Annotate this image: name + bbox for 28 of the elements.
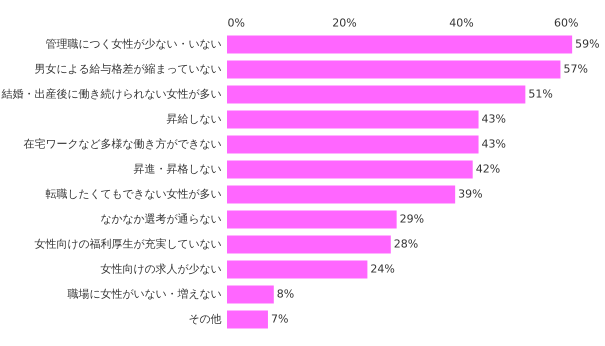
x-tick-label: 60% — [554, 16, 578, 30]
y-tick-label: 女性向けの求人が少ない — [100, 262, 222, 276]
y-tick-label: その他 — [188, 312, 222, 326]
x-tick-label: 0% — [228, 16, 245, 30]
data-label: 43% — [482, 112, 506, 126]
data-label: 43% — [482, 138, 506, 150]
data-label: 57% — [563, 62, 588, 76]
y-tick-label: 管理職につく女性が少ない・いない — [46, 38, 222, 50]
data-label: 59% — [575, 38, 600, 50]
data-label: 8% — [276, 288, 294, 300]
y-tick-label: 職場に女性がいない・増えない — [68, 288, 222, 300]
x-tick-label: 20% — [332, 16, 357, 30]
data-label: 42% — [476, 162, 500, 176]
y-tick-label: 昇進・昇格しない — [134, 162, 222, 176]
data-label: 51% — [528, 88, 553, 100]
y-tick-label: 昇給しない — [166, 112, 222, 126]
y-tick-label: 在宅ワークなど多様な働き方ができない — [24, 138, 222, 150]
y-tick-label: 男女による給与格差が縮まっていない — [34, 62, 222, 76]
data-label: 29% — [400, 212, 424, 226]
y-tick-label: 転職したくてもできない女性が多い — [46, 188, 222, 200]
y-tick-label: なかなか選考が通らない — [100, 212, 222, 226]
data-label: 28% — [394, 238, 418, 250]
data-label: 24% — [370, 262, 395, 276]
x-tick-label: 40% — [449, 16, 474, 30]
y-tick-label: 女性向けの福利厚生が充実していない — [34, 238, 222, 250]
data-label: 7% — [270, 312, 288, 326]
data-label: 39% — [458, 188, 483, 200]
y-tick-label: 結婚・出産後に働き続けられない女性が多い — [0, 88, 222, 100]
